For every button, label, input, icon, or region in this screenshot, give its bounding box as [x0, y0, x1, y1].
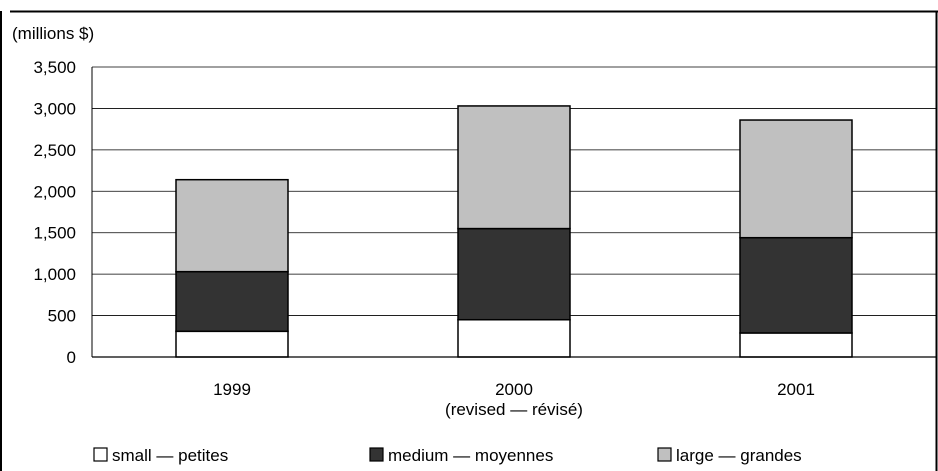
x-tick-labels: 1999 2000(revised — révisé) 2001 — [213, 380, 815, 419]
y-tick-label: 2,000 — [33, 182, 76, 201]
legend-swatch — [93, 447, 108, 462]
bars — [175, 105, 853, 358]
y-tick-label: 3,500 — [33, 58, 76, 77]
legend: small — petites medium — moyennes large — … — [93, 446, 802, 465]
legend-swatch — [369, 447, 384, 462]
legend-label: large — grandes — [676, 446, 802, 465]
x-tick-label: 2001 — [777, 380, 815, 399]
bar-segment-2-1999 — [175, 178, 289, 273]
bar-segment-0-2000 — [457, 318, 571, 358]
legend-label: medium — moyennes — [388, 446, 553, 465]
legend-swatch — [657, 447, 672, 462]
bar-segment-1-2001 — [739, 236, 853, 334]
bar-segment-0-2001 — [739, 332, 853, 358]
x-tick-label: 1999 — [213, 380, 251, 399]
x-tick-label: 2000 — [495, 380, 533, 399]
bar-segment-2-2000 — [457, 105, 571, 230]
y-tick-label: 2,500 — [33, 141, 76, 160]
y-tick-label: 1,500 — [33, 224, 76, 243]
bar-segment-1-1999 — [175, 270, 289, 333]
x-tick-sublabel: (revised — révisé) — [445, 400, 583, 419]
y-tick-label: 3,000 — [33, 99, 76, 118]
bar-segment-1-2000 — [457, 227, 571, 321]
y-tick-label: 1,000 — [33, 265, 76, 284]
legend-label: small — petites — [112, 446, 228, 465]
bar-segment-0-1999 — [175, 330, 289, 358]
y-tick-labels: 0 500 1,000 1,500 2,000 2,500 3,000 3,500 — [33, 58, 76, 367]
y-unit-label: (millions $) — [12, 24, 94, 43]
y-tick-label: 0 — [67, 348, 76, 367]
bar-segment-2-2001 — [739, 119, 853, 239]
y-tick-label: 500 — [48, 307, 76, 326]
